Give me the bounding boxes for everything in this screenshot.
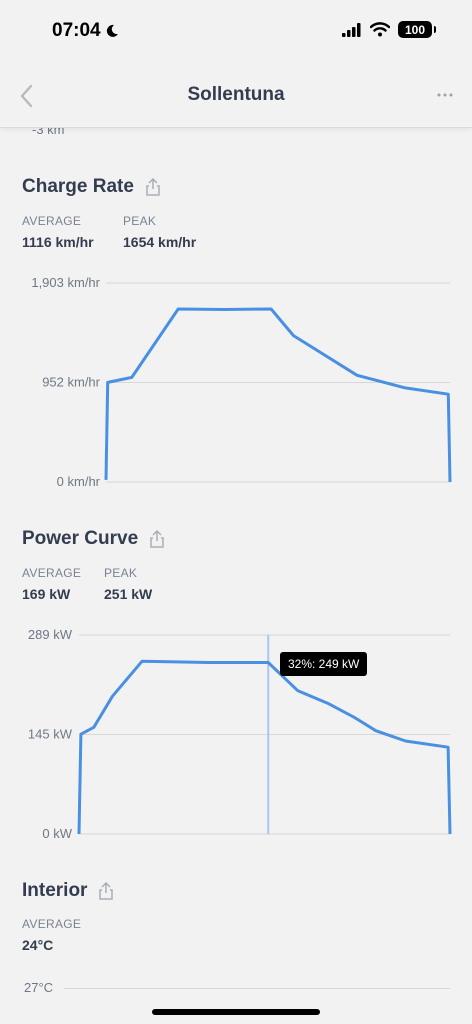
chevron-left-icon [20,84,33,108]
interior-title-text: Interior [22,880,88,901]
y-tick-label: 0 kW [42,826,72,841]
power-curve-chart[interactable]: 0 kW 145 kW 289 kW [0,622,472,852]
interior-y-tick: 27°C [24,980,54,995]
y-tick-label: 145 kW [28,727,73,742]
series-line [104,307,452,483]
nav-bar: Sollentuna [0,62,472,128]
share-icon[interactable] [144,177,162,197]
share-icon[interactable] [97,881,115,901]
charge-rate-average-value: 1116 km/hr [22,234,94,250]
status-time-text: 07:04 [52,20,101,41]
wifi-icon [370,22,390,37]
power-curve-average-label: AVERAGE [22,566,82,580]
battery-icon: 100 [398,21,436,38]
power-curve-tooltip: 32%: 249 kW [280,652,368,676]
charge-rate-peak-value: 1654 km/hr [123,234,197,250]
y-tick-label: 289 kW [28,627,73,642]
ellipsis-icon [437,93,453,97]
power-curve-peak-value: 251 kW [104,586,153,602]
interior-average-value: 24°C [22,937,54,953]
battery-level: 100 [404,22,426,37]
share-icon[interactable] [148,529,166,549]
power-curve-average-value: 169 kW [22,586,71,602]
charge-rate-average-label: AVERAGE [22,214,82,228]
power-curve-peak-label: PEAK [104,566,138,580]
charge-rate-title-text: Charge Rate [22,176,134,197]
status-time: 07:04 [52,20,119,42]
y-tick-label: 952 km/hr [42,375,100,390]
power-curve-title-text: Power Curve [22,528,139,549]
status-bar: 07:04 100 [0,0,472,62]
y-tick-label: 0 km/hr [57,474,101,489]
charge-rate-title: Charge Rate [22,176,162,198]
charge-rate-peak-label: PEAK [123,214,157,228]
series-line [77,659,452,835]
charge-rate-chart[interactable]: 0 km/hr 952 km/hr 1,903 km/hr [0,270,472,500]
power-curve-title: Power Curve [22,528,166,550]
y-tick-label: 1,903 km/hr [31,275,100,290]
signal-icon [342,22,361,37]
interior-average-label: AVERAGE [22,917,82,931]
back-button[interactable] [14,82,38,110]
moon-icon [106,24,118,37]
home-indicator [152,1009,320,1015]
status-icons: 100 [342,21,436,38]
page-title: Sollentuna [187,84,285,105]
more-button[interactable] [434,82,456,108]
interior-gridline [64,988,450,989]
interior-title: Interior [22,880,115,902]
